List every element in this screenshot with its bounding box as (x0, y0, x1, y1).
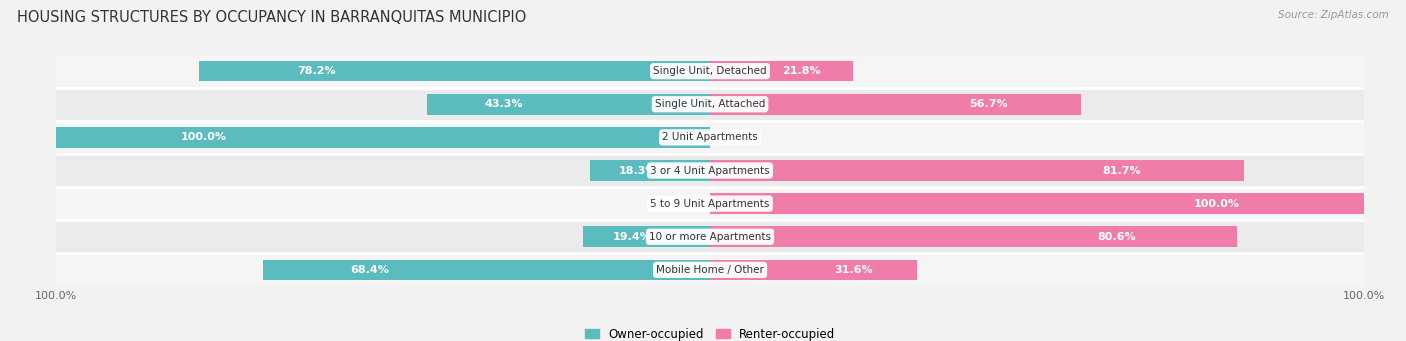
Text: HOUSING STRUCTURES BY OCCUPANCY IN BARRANQUITAS MUNICIPIO: HOUSING STRUCTURES BY OCCUPANCY IN BARRA… (17, 10, 526, 25)
Text: 3 or 4 Unit Apartments: 3 or 4 Unit Apartments (650, 165, 770, 176)
Text: 80.6%: 80.6% (1097, 232, 1136, 242)
Text: 56.7%: 56.7% (969, 99, 1008, 109)
Text: 19.4%: 19.4% (613, 232, 651, 242)
Text: 21.8%: 21.8% (782, 66, 820, 76)
Text: 10 or more Apartments: 10 or more Apartments (650, 232, 770, 242)
Text: 18.3%: 18.3% (619, 165, 657, 176)
Bar (710, 260, 917, 280)
Bar (263, 260, 710, 280)
Text: 78.2%: 78.2% (297, 66, 336, 76)
Text: 100.0%: 100.0% (180, 132, 226, 143)
Bar (710, 193, 1364, 214)
Bar (56, 220, 1364, 253)
Text: 2 Unit Apartments: 2 Unit Apartments (662, 132, 758, 143)
Bar (583, 226, 710, 247)
Text: 0.0%: 0.0% (671, 198, 700, 209)
Bar (710, 226, 1237, 247)
Text: Single Unit, Attached: Single Unit, Attached (655, 99, 765, 109)
Text: Single Unit, Detached: Single Unit, Detached (654, 66, 766, 76)
Bar (56, 55, 1364, 88)
Text: 68.4%: 68.4% (350, 265, 388, 275)
Bar (56, 187, 1364, 220)
Text: 43.3%: 43.3% (485, 99, 523, 109)
Text: Source: ZipAtlas.com: Source: ZipAtlas.com (1278, 10, 1389, 20)
Bar (710, 94, 1081, 115)
Bar (56, 88, 1364, 121)
Text: 81.7%: 81.7% (1102, 165, 1142, 176)
Text: 5 to 9 Unit Apartments: 5 to 9 Unit Apartments (651, 198, 769, 209)
Bar (56, 154, 1364, 187)
Bar (198, 61, 710, 81)
Bar (710, 160, 1244, 181)
Bar (56, 127, 710, 148)
Text: Mobile Home / Other: Mobile Home / Other (657, 265, 763, 275)
Bar (710, 61, 852, 81)
Bar (427, 94, 710, 115)
Bar (56, 253, 1364, 286)
Text: 100.0%: 100.0% (1194, 198, 1240, 209)
Text: 0.0%: 0.0% (720, 132, 749, 143)
Bar (56, 121, 1364, 154)
Text: 31.6%: 31.6% (834, 265, 873, 275)
Legend: Owner-occupied, Renter-occupied: Owner-occupied, Renter-occupied (579, 323, 841, 341)
Bar (591, 160, 710, 181)
